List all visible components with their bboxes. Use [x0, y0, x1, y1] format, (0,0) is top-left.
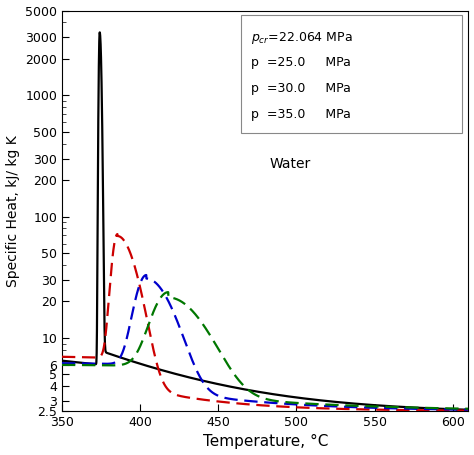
Y-axis label: Specific Heat, kJ/ kg K: Specific Heat, kJ/ kg K	[6, 135, 19, 287]
Text: $p_{cr}$=22.064 MPa: $p_{cr}$=22.064 MPa	[251, 30, 353, 46]
Text: p  =25.0     MPa: p =25.0 MPa	[251, 56, 351, 69]
Text: Water: Water	[269, 157, 310, 171]
Bar	[241, 15, 462, 133]
Text: p  =35.0     MPa: p =35.0 MPa	[251, 108, 351, 121]
X-axis label: Temperature, °C: Temperature, °C	[202, 435, 328, 450]
Text: p  =30.0     MPa: p =30.0 MPa	[251, 82, 351, 95]
